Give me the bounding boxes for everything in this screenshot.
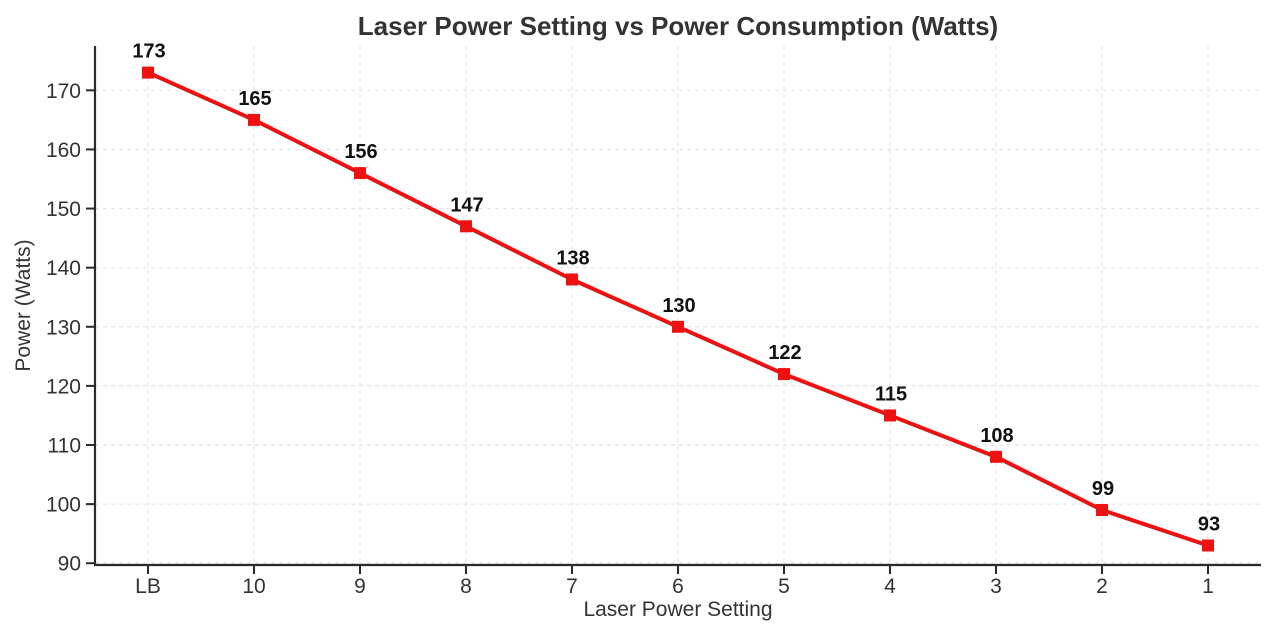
- data-point-label: 108: [980, 425, 1013, 447]
- data-point-label: 93: [1198, 513, 1220, 535]
- x-tick-label: 4: [884, 575, 896, 598]
- y-tick-label: 100: [46, 494, 81, 517]
- data-point-label: 147: [450, 194, 483, 216]
- data-point-label: 165: [238, 88, 271, 110]
- data-point-label: 156: [344, 141, 377, 163]
- y-tick-label: 110: [48, 435, 81, 458]
- data-point-marker: [672, 320, 684, 333]
- data-point-marker: [248, 113, 260, 126]
- point-labels: 173 165 156 147 138 130 122 115 108 99 93: [132, 41, 1220, 536]
- y-tick-label: 90: [58, 553, 81, 576]
- data-series: [142, 66, 1214, 552]
- y-tick-label: 170: [46, 80, 81, 103]
- data-point-marker: [566, 273, 578, 286]
- data-point-marker: [460, 220, 472, 233]
- y-axis-title: Power (Watts): [12, 239, 35, 371]
- x-axis-title: Laser Power Setting: [583, 598, 772, 621]
- x-tick-label: 3: [990, 575, 1002, 598]
- data-point-marker: [990, 450, 1002, 463]
- data-point-marker: [354, 167, 366, 180]
- x-tick-label: 5: [778, 575, 790, 598]
- data-point-marker: [778, 368, 790, 381]
- x-tick-label: 1: [1202, 575, 1214, 598]
- chart-title: Laser Power Setting vs Power Consumption…: [358, 11, 998, 41]
- data-point-label: 99: [1092, 478, 1114, 500]
- gridlines: [95, 46, 1261, 565]
- data-point-label: 122: [768, 342, 801, 364]
- data-point-marker: [1202, 539, 1214, 552]
- x-tick-label: 6: [672, 575, 684, 598]
- x-tick-label: 9: [354, 575, 366, 598]
- y-tick-label: 160: [46, 139, 81, 162]
- data-point-marker: [884, 409, 896, 422]
- y-tick-label: 140: [46, 257, 81, 280]
- data-point-label: 115: [875, 383, 907, 405]
- data-point-marker: [1096, 504, 1108, 517]
- axes: 90 100 110 120 130 140 150 160 170 LB 10 9 8 7 6 5 4 3 2 1: [46, 46, 1261, 598]
- data-point-label: 173: [132, 41, 165, 63]
- data-point-label: 138: [556, 247, 589, 269]
- x-tick-label: 10: [242, 575, 265, 598]
- data-point-label: 130: [662, 295, 695, 317]
- y-tick-label: 150: [46, 198, 81, 221]
- y-tick-label: 130: [46, 316, 81, 339]
- x-tick-label: 2: [1096, 575, 1108, 598]
- y-tick-label: 120: [46, 375, 81, 398]
- data-point-marker: [142, 66, 154, 79]
- x-tick-label: LB: [135, 575, 161, 598]
- x-tick-label: 8: [460, 575, 472, 598]
- x-tick-label: 7: [566, 575, 578, 598]
